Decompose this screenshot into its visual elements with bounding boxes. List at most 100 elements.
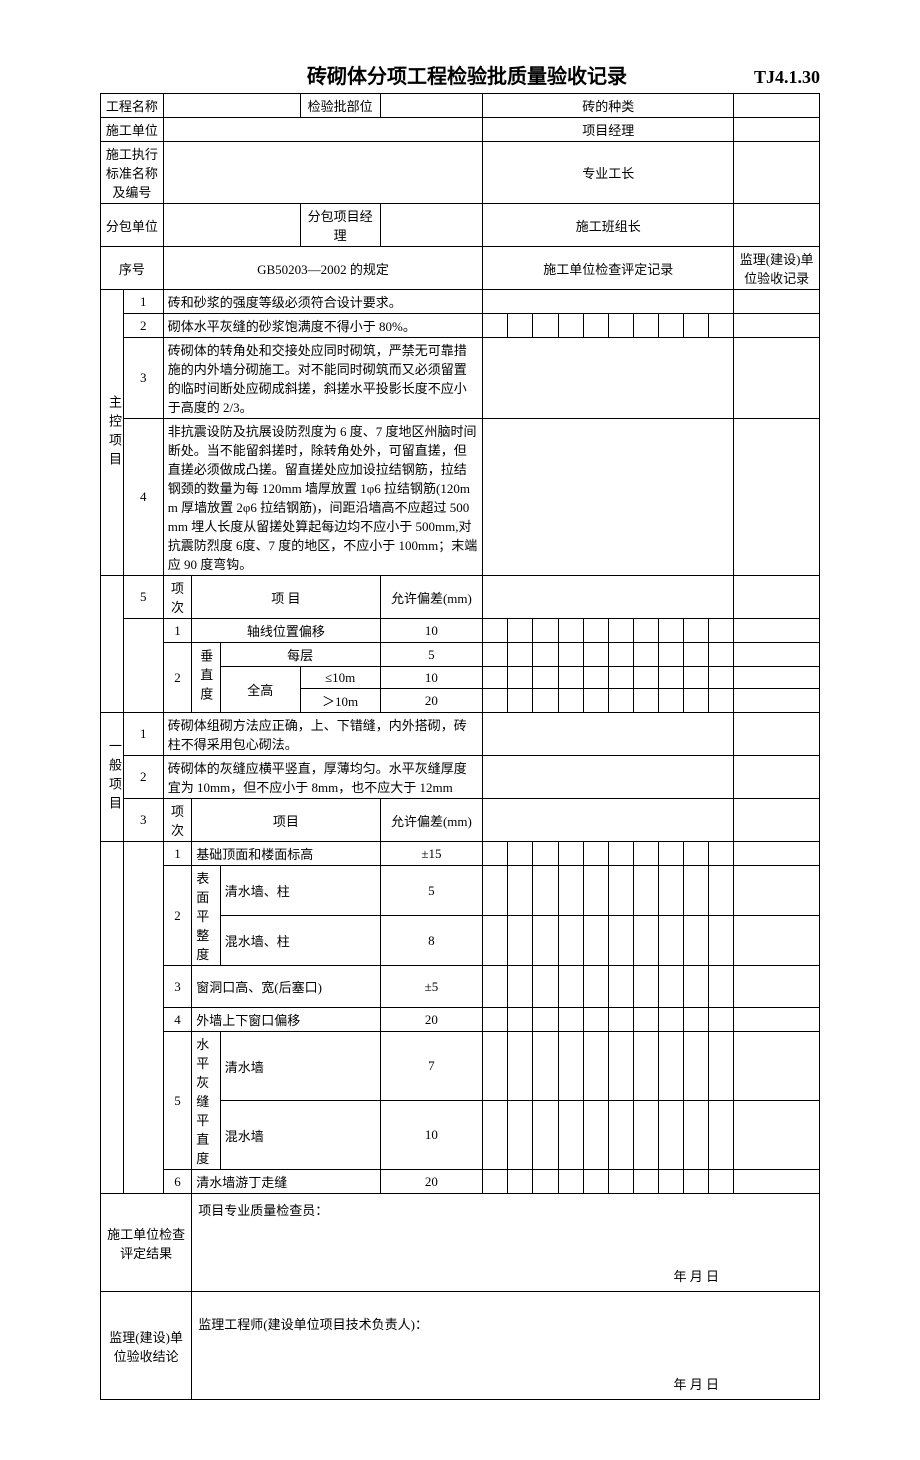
cell: [123, 842, 163, 1194]
cell: [483, 1101, 508, 1170]
cell: [608, 1170, 633, 1194]
cell: [608, 866, 633, 916]
cell: [683, 1008, 708, 1032]
cell: [683, 314, 708, 338]
cell: [583, 1101, 608, 1170]
cell: [683, 966, 708, 1008]
cell: [709, 1170, 734, 1194]
seq: 1: [123, 713, 163, 756]
cell: [483, 1032, 508, 1101]
cell: [558, 1008, 583, 1032]
cell: [658, 1008, 683, 1032]
cell: [558, 643, 583, 667]
cell: [583, 1032, 608, 1101]
cell: [633, 643, 658, 667]
col-header: 项目: [192, 799, 380, 842]
cell: [683, 866, 708, 916]
section-label: 一般项目: [101, 713, 124, 842]
cell: [508, 866, 533, 916]
cell: [633, 916, 658, 966]
seq: 5: [123, 576, 163, 619]
cell: [608, 619, 633, 643]
cell: [483, 1170, 508, 1194]
label: 施工班组长: [483, 204, 734, 247]
cond: 混水墙、柱: [220, 916, 380, 966]
cell: [734, 619, 820, 643]
cell: [583, 1170, 608, 1194]
cell: [483, 756, 734, 799]
cond: ＞10m: [300, 689, 380, 713]
cell: [734, 1032, 820, 1101]
page-title: 砖砌体分项工程检验批质量验收记录: [180, 60, 754, 89]
item-text: 水平灰缝平直度: [192, 1032, 221, 1170]
cell: [483, 290, 734, 314]
cell: [633, 1170, 658, 1194]
cell: [734, 756, 820, 799]
cond: 清水墙: [220, 1032, 380, 1101]
cell: [508, 689, 533, 713]
cell: [683, 916, 708, 966]
item-text: 全高: [220, 667, 300, 713]
cell: [380, 94, 483, 118]
label: 施工单位: [101, 118, 164, 142]
cell: [683, 619, 708, 643]
cell: [633, 1032, 658, 1101]
seq: 1: [163, 619, 192, 643]
cell: [633, 966, 658, 1008]
cell: [533, 667, 558, 689]
cell: [483, 866, 508, 916]
label: GB50203—2002 的规定: [163, 247, 482, 290]
cell: [633, 1008, 658, 1032]
cell: [558, 1170, 583, 1194]
cell: [608, 966, 633, 1008]
dev: ±15: [380, 842, 483, 866]
cell: [658, 619, 683, 643]
form-code: TJ4.1.30: [754, 67, 820, 88]
cell: [533, 314, 558, 338]
cell: [658, 1032, 683, 1101]
item-text: 表面平整度: [192, 866, 221, 966]
cell: [483, 314, 508, 338]
seq: 1: [163, 842, 192, 866]
cell: [633, 667, 658, 689]
cell: [583, 966, 608, 1008]
label: 专业工长: [483, 142, 734, 204]
seq: 1: [123, 290, 163, 314]
cell: [734, 338, 820, 419]
cell: [163, 142, 482, 204]
cell: [483, 1008, 508, 1032]
cell: [709, 1101, 734, 1170]
cell: [683, 1101, 708, 1170]
cell: [734, 1008, 820, 1032]
cell: [163, 94, 300, 118]
cell: [709, 314, 734, 338]
cell: [734, 118, 820, 142]
cell: [558, 689, 583, 713]
cell: [658, 916, 683, 966]
cell: [583, 314, 608, 338]
cell: [608, 689, 633, 713]
cell: [608, 916, 633, 966]
cell: [558, 1101, 583, 1170]
cell: [163, 118, 482, 142]
cell: [658, 667, 683, 689]
seq: 2: [123, 314, 163, 338]
label: 施工执行标准名称及编号: [101, 142, 164, 204]
col-header: 项次: [163, 799, 192, 842]
cell: [483, 966, 508, 1008]
cell: [734, 799, 820, 842]
col-header: 项 目: [192, 576, 380, 619]
cell: [734, 916, 820, 966]
cell: [508, 966, 533, 1008]
cell: [658, 866, 683, 916]
col-header: 允许偏差(mm): [380, 576, 483, 619]
cell: [533, 842, 558, 866]
cell: [533, 1170, 558, 1194]
col-header: 允许偏差(mm): [380, 799, 483, 842]
cell: [483, 713, 734, 756]
cell: [558, 842, 583, 866]
cell: [533, 1032, 558, 1101]
cell: [483, 419, 734, 576]
cell: [734, 1101, 820, 1170]
seq: 5: [163, 1032, 192, 1170]
